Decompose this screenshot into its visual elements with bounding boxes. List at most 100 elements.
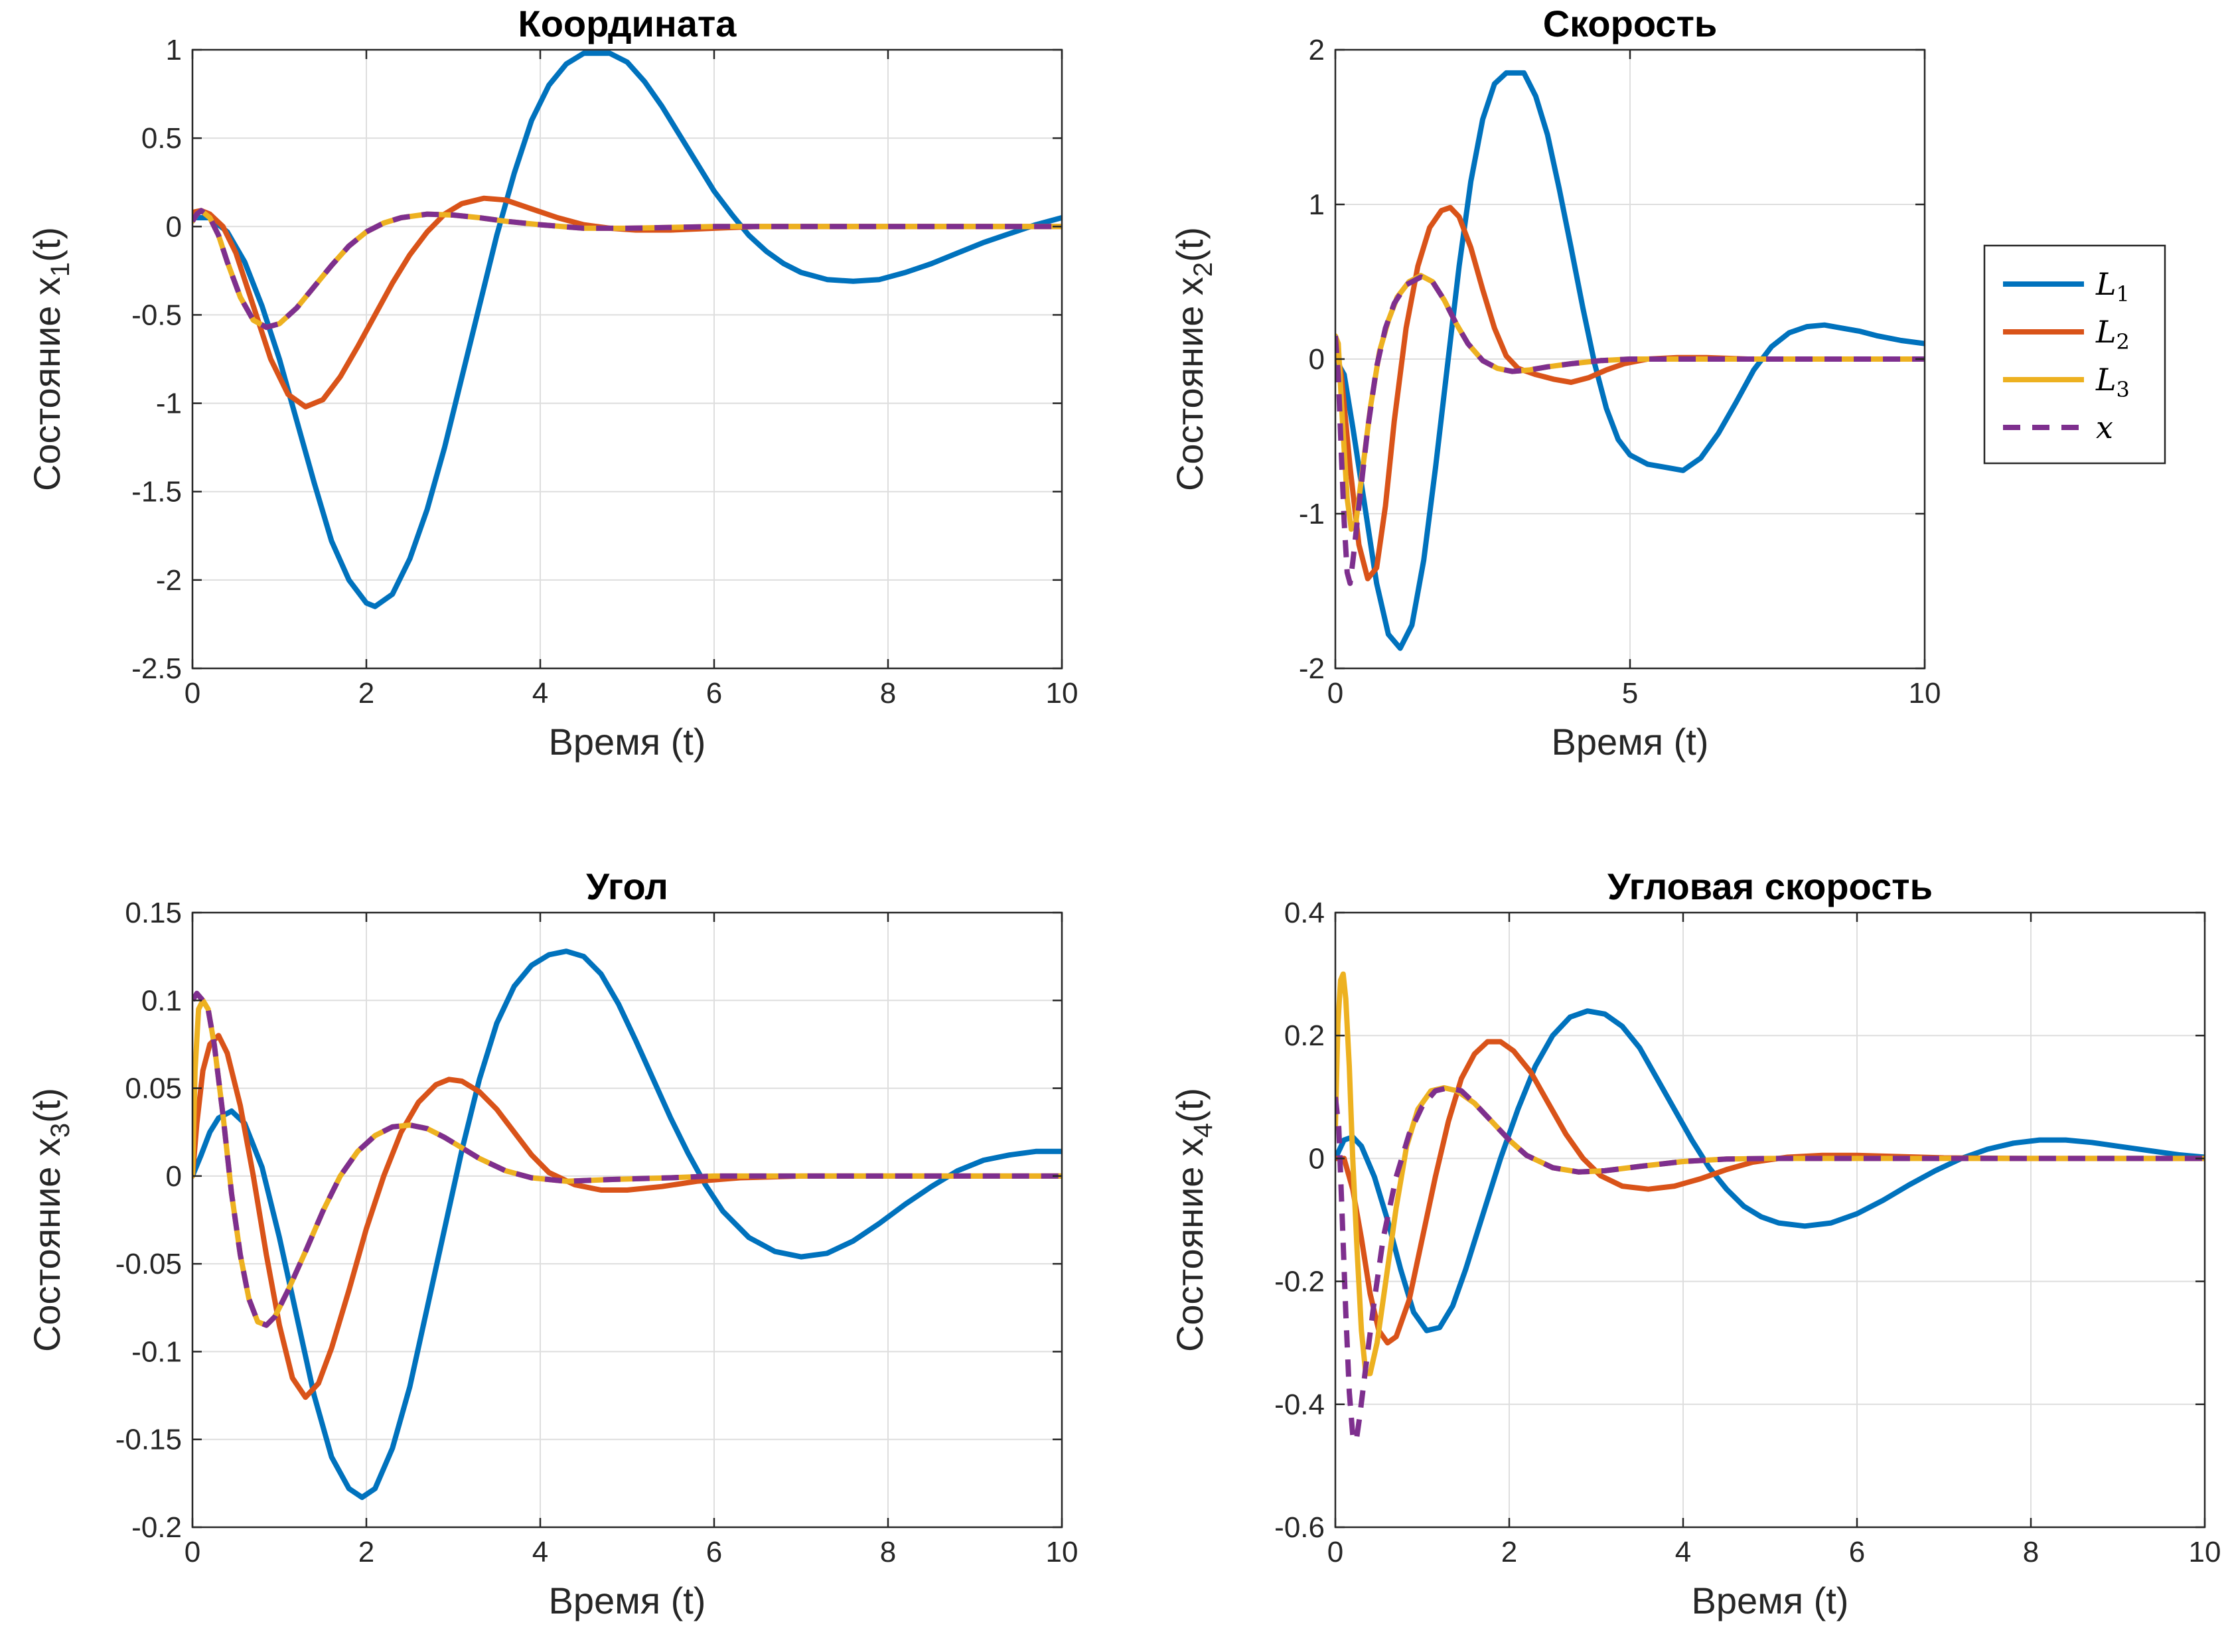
- x-axis-label: Время (t): [1692, 1580, 1849, 1621]
- y-axis-label-tail: (t): [1169, 227, 1211, 262]
- y-axis-label-subscript: 1: [46, 262, 75, 277]
- y-tick-label: 2: [1309, 34, 1325, 66]
- series-group: [192, 948, 1062, 1500]
- chart-title: Угловая скорость: [1607, 865, 1933, 907]
- series-line-4: [192, 990, 1062, 1328]
- x-tick-label: 8: [2023, 1536, 2039, 1568]
- y-tick-label: -0.2: [131, 1511, 182, 1544]
- y-axis-label-tail: (t): [1169, 1088, 1211, 1123]
- series-line-2: [192, 1033, 1062, 1400]
- axes-background: [192, 913, 1062, 1527]
- axes-background: [192, 50, 1062, 668]
- chart-title: Координата: [518, 3, 737, 44]
- axes-box: [191, 48, 1063, 670]
- y-axis-label-main: Состояние x: [26, 1138, 68, 1352]
- y-tick-label: 0: [1309, 343, 1325, 376]
- y-axis-label-subscript: 4: [1189, 1123, 1218, 1138]
- y-tick-label: -0.6: [1274, 1511, 1325, 1544]
- y-tick-label: -1.5: [131, 476, 182, 508]
- y-axis-label-main: Состояние x: [1169, 1138, 1211, 1352]
- x-axis-label: Время (t): [549, 1580, 706, 1621]
- x-tick-label: 6: [706, 1536, 722, 1568]
- y-axis-label-tail: (t): [26, 1088, 68, 1123]
- x-tick-label: 0: [185, 677, 200, 710]
- axes-box: [191, 911, 1063, 1529]
- y-tick-label: 0.1: [141, 984, 182, 1017]
- series-line-1: [1335, 1008, 2205, 1333]
- y-tick-label: 0.2: [1284, 1019, 1325, 1052]
- x-tick-label: 2: [358, 1536, 374, 1568]
- legend-label: L1: [2095, 266, 2130, 307]
- x-tick-label: 5: [1622, 677, 1638, 710]
- series-group: [1335, 70, 1925, 651]
- y-tick-label: -1: [1299, 498, 1325, 530]
- y-tick-label: 0.15: [125, 897, 182, 929]
- y-tick-label: 0: [166, 1160, 182, 1193]
- x-tick-label: 4: [532, 677, 548, 710]
- y-tick-label: -0.05: [115, 1248, 182, 1280]
- x-tick-label: 4: [1675, 1536, 1691, 1568]
- x-tick-label: 2: [1501, 1536, 1517, 1568]
- x-tick-label: 6: [1849, 1536, 1865, 1568]
- legend-label: x: [2096, 410, 2113, 445]
- y-tick-label: 1: [166, 34, 182, 66]
- legend-label-main: L: [2095, 314, 2117, 350]
- legend-label-main: L: [2095, 362, 2117, 398]
- y-tick-label: 1: [1309, 188, 1325, 221]
- x-tick-label: 10: [1046, 677, 1078, 710]
- legend-label-subscript: 3: [2117, 377, 2130, 402]
- y-axis-label-main: Состояние x: [1169, 277, 1211, 491]
- y-axis-label: Состояние x1(t): [26, 227, 75, 491]
- series-line-4: [1335, 1085, 2205, 1444]
- y-tick-label: -0.2: [1274, 1266, 1325, 1298]
- y-tick-label: 0.5: [141, 122, 182, 155]
- y-tick-label: -0.5: [131, 299, 182, 331]
- subplot-3: 0 2 4 6 8 10 -0.2 -0.15 -0.1 -0.05 0 0.05 0.1 0.15 Уго…: [26, 865, 1078, 1621]
- y-axis-label-subscript: 3: [46, 1123, 75, 1138]
- legend-label: L2: [2095, 314, 2130, 354]
- x-tick-label: 2: [358, 677, 374, 710]
- y-axis-label: Состояние x3(t): [26, 1088, 75, 1352]
- y-axis-label-main: Состояние x: [26, 277, 68, 491]
- legend-label-subscript: 1: [2117, 281, 2130, 307]
- legend-box: [1983, 244, 2166, 465]
- x-tick-label: 10: [1046, 1536, 1078, 1568]
- series-line-2: [1335, 204, 1925, 581]
- x-axis-label: Время (t): [1552, 721, 1709, 763]
- y-tick-label: 0.4: [1284, 897, 1325, 929]
- y-tick-label: 0.05: [125, 1073, 182, 1105]
- axes-box: [1334, 911, 2206, 1529]
- y-tick-label: 0: [1309, 1142, 1325, 1175]
- y-tick-label: -2: [156, 564, 182, 597]
- x-tick-label: 6: [706, 677, 722, 710]
- y-axis-label-tail: (t): [26, 227, 68, 262]
- x-tick-label: 8: [880, 1536, 896, 1568]
- y-axis-label: Состояние x4(t): [1169, 1088, 1218, 1352]
- chart-title: Скорость: [1543, 3, 1718, 44]
- subplot-4: 0 2 4 6 8 10 -0.6 -0.4 -0.2 0 0.2 0.4 Угловая скорос…: [1169, 865, 2221, 1621]
- series-line-1: [1335, 70, 1925, 651]
- series-group: [1335, 971, 2205, 1444]
- y-axis-label: Состояние x2(t): [1169, 227, 1218, 491]
- x-tick-label: 4: [532, 1536, 548, 1568]
- series-group: [192, 50, 1062, 609]
- x-tick-label: 10: [1909, 677, 1941, 710]
- series-line-4: [1335, 274, 1925, 586]
- y-axis-label-subscript: 2: [1189, 262, 1218, 277]
- x-tick-label: 0: [185, 1536, 200, 1568]
- x-tick-label: 10: [2189, 1536, 2221, 1568]
- legend-label: L3: [2095, 362, 2130, 402]
- y-tick-label: -0.4: [1274, 1389, 1325, 1421]
- series-line-3: [192, 208, 1062, 331]
- legend-label-main: L: [2095, 266, 2117, 302]
- x-tick-label: 0: [1327, 677, 1343, 710]
- y-tick-label: -0.1: [131, 1335, 182, 1368]
- series-line-1: [192, 50, 1062, 609]
- legend-label-subscript: 2: [2117, 329, 2130, 354]
- y-tick-label: -2.5: [131, 652, 182, 685]
- y-tick-label: -0.15: [115, 1424, 182, 1456]
- legend-label-main: x: [2096, 410, 2113, 445]
- y-tick-label: -2: [1299, 652, 1325, 685]
